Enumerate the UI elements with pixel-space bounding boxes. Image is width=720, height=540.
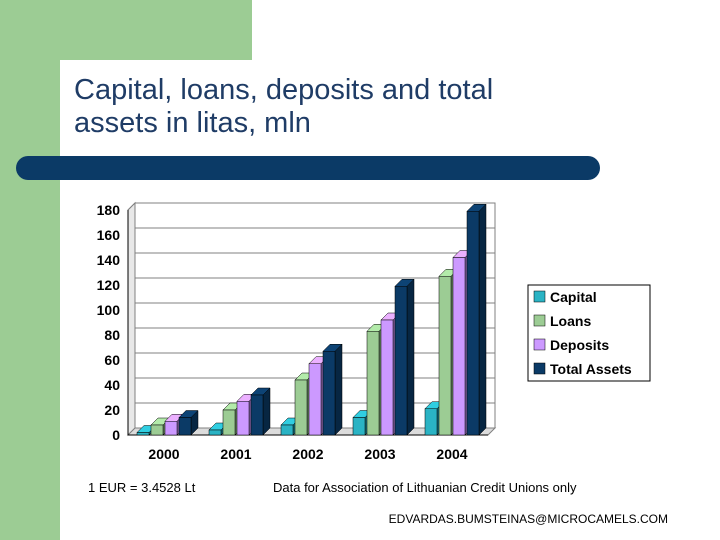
bar-front xyxy=(236,401,250,436)
bar-side xyxy=(406,278,415,436)
bar-total-assets-2002 xyxy=(322,343,343,436)
source-note: Data for Association of Lithuanian Credi… xyxy=(273,480,577,495)
bar-front xyxy=(280,424,294,436)
y-tick-label: 180 xyxy=(97,202,121,218)
legend-swatch xyxy=(533,362,546,375)
bar-front xyxy=(366,331,380,436)
y-tick-label: 120 xyxy=(97,277,121,293)
bar-side xyxy=(478,203,487,436)
legend-swatch xyxy=(533,314,546,327)
slide-title: Capital, loans, deposits and total asset… xyxy=(74,74,674,140)
bar-front xyxy=(250,394,264,436)
bar-front xyxy=(466,211,480,436)
bar-total-assets-2004 xyxy=(466,203,487,436)
y-tick-label: 100 xyxy=(97,302,121,318)
bar-front xyxy=(322,351,336,436)
legend-label: Total Assets xyxy=(550,361,632,377)
bar-front xyxy=(424,408,438,436)
x-tick-label: 2000 xyxy=(148,446,179,462)
bar-front xyxy=(150,424,164,436)
legend-label: Capital xyxy=(550,289,597,305)
bar-front xyxy=(164,421,178,436)
y-tick-label: 40 xyxy=(104,377,120,393)
bar-front xyxy=(438,276,452,436)
bar-front xyxy=(452,257,466,436)
bar-front xyxy=(352,417,366,436)
legend-box xyxy=(527,284,651,382)
bar-front xyxy=(294,379,308,436)
x-tick-label: 2004 xyxy=(436,446,467,462)
left-green-panel xyxy=(0,0,60,540)
bar-front xyxy=(222,409,236,436)
top-green-panel xyxy=(0,0,252,60)
bar-side xyxy=(334,343,343,436)
bar-front xyxy=(380,319,394,436)
plot-side-wall xyxy=(127,201,136,437)
legend-label: Loans xyxy=(550,313,591,329)
y-tick-label: 0 xyxy=(112,427,120,443)
title-line-1: Capital, loans, deposits and total xyxy=(74,74,494,106)
x-tick-label: 2001 xyxy=(220,446,251,462)
exchange-rate-note: 1 EUR = 3.4528 Lt xyxy=(88,480,196,495)
legend-swatch xyxy=(533,290,546,303)
author-email: EDVARDAS.BUMSTEINAS@MICROCAMELS.COM xyxy=(388,512,668,526)
bar-side xyxy=(262,387,271,436)
bar-front xyxy=(136,432,150,436)
legend-swatch xyxy=(533,338,546,351)
title-line-2: assets in litas, mln xyxy=(74,107,311,139)
y-tick-label: 160 xyxy=(97,227,121,243)
bar-front xyxy=(178,417,192,436)
y-tick-label: 140 xyxy=(97,252,121,268)
x-tick-label: 2003 xyxy=(364,446,395,462)
y-tick-label: 80 xyxy=(104,327,120,343)
y-tick-label: 60 xyxy=(104,352,120,368)
bar-total-assets-2001 xyxy=(250,387,271,436)
y-tick-label: 20 xyxy=(104,402,120,418)
bar-front xyxy=(308,363,322,436)
bar-total-assets-2003 xyxy=(394,278,415,436)
bar-front xyxy=(394,286,408,436)
x-tick-label: 2002 xyxy=(292,446,323,462)
title-underline-bar xyxy=(16,156,600,180)
legend-label: Deposits xyxy=(550,337,609,353)
bar-total-assets-2000 xyxy=(178,409,199,436)
bar-front xyxy=(208,429,222,436)
